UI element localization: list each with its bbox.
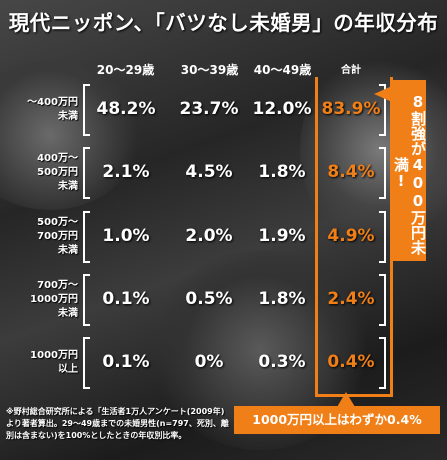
row-label: ～400万円 未満 <box>27 97 78 122</box>
table-cell: 1.8% <box>258 289 306 309</box>
table-cell: 2.0% <box>185 226 233 246</box>
row-bracket <box>83 274 386 326</box>
total-cell: 83.9% <box>321 99 381 119</box>
callout-arrow <box>337 392 355 407</box>
row-bracket <box>83 211 386 263</box>
column-header: 合計 <box>341 65 361 76</box>
row-bracket <box>83 84 386 136</box>
background-shape <box>0 60 140 210</box>
callout-under-4m: 8割強が400万円未満! <box>391 80 427 261</box>
table-cell: 1.8% <box>258 162 306 182</box>
total-cell: 2.4% <box>327 289 375 309</box>
table-cell: 1.9% <box>258 226 306 246</box>
total-cell: 8.4% <box>327 162 375 182</box>
row-label: 700万～ 1000万円 未満 <box>30 280 78 319</box>
table-cell: 23.7% <box>179 99 239 119</box>
row-label: 400万～ 500万円 未満 <box>37 153 78 192</box>
table-cell: 48.2% <box>96 99 156 119</box>
callout-arrow <box>374 86 392 102</box>
table-cell: 0.1% <box>102 352 150 372</box>
table-cell: 0.3% <box>258 352 306 372</box>
column-header: 40～49歳 <box>253 63 312 77</box>
footnote: ※野村総合研究所による「生活者1万人アンケート(2009年)より著者算出。29～… <box>6 407 229 440</box>
chart-title: 現代ニッポン、「バツなし未婚男」の年収分布 <box>8 11 439 35</box>
row-bracket <box>83 337 386 389</box>
table-cell: 4.5% <box>185 162 233 182</box>
total-cell: 4.9% <box>327 226 375 246</box>
row-label: 500万～ 700万円 未満 <box>37 217 78 256</box>
column-header: 20～29歳 <box>96 63 155 77</box>
callout-over-10m: 1000万円以上はわずか0.4% <box>234 406 440 434</box>
total-cell: 0.4% <box>327 352 375 372</box>
table-cell: 0% <box>194 352 224 372</box>
table-cell: 1.0% <box>102 226 150 246</box>
table-cell: 0.5% <box>185 289 233 309</box>
row-label: 1000万円 以上 <box>30 350 78 375</box>
row-bracket <box>83 147 386 199</box>
table-cell: 0.1% <box>102 289 150 309</box>
table-cell: 12.0% <box>252 99 312 119</box>
table-cell: 2.1% <box>102 162 150 182</box>
column-header: 30～39歳 <box>180 63 239 77</box>
